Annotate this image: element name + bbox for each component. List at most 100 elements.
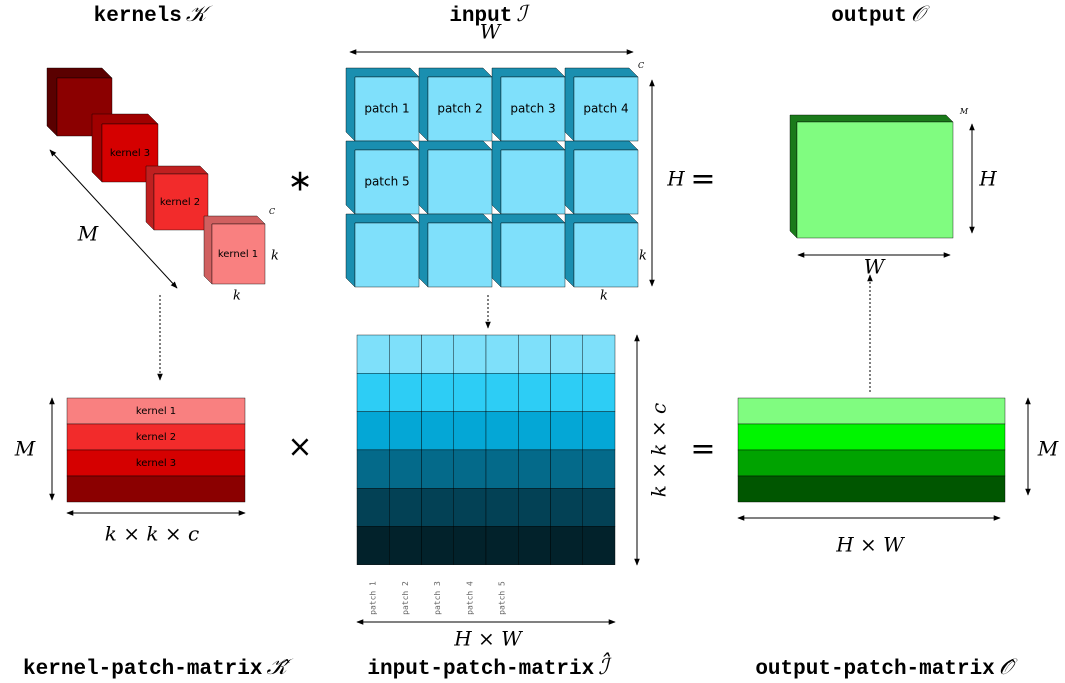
matrix-row [66,449,246,477]
height-label: H [978,167,997,191]
height-label: k × k × c [647,403,671,497]
title-symbol: 𝒦 [186,2,213,27]
matrix-cell [421,411,454,451]
column-label: patch 5 [498,581,507,615]
equals-operator: = [690,162,715,197]
matrix-cell [582,373,616,412]
matrix-cell [453,488,487,527]
matrix-cell [518,373,551,412]
cube-front [427,149,493,215]
title-symbol: 𝒦̂ [267,655,294,680]
title-text: input-patch-matrix [367,658,594,681]
equals-operator: = [690,432,715,467]
matrix-cell [485,449,519,489]
cube-front [500,149,566,215]
title-text: input [449,5,512,28]
column-label: patch 4 [465,581,474,615]
width-label: H × W [835,533,905,557]
title-text: output-patch-matrix [755,658,995,681]
matrix-cell [356,449,390,489]
kernel-matrix-title: kernel-patch-matrix 𝒦̂ [23,655,293,681]
matrix-cell [389,334,422,374]
matrix-cell [582,449,616,489]
matrix-row [66,423,246,451]
shapes [46,67,1006,565]
matrix-cell [518,488,551,527]
matrix-cell [356,334,390,374]
matrix-cell [389,526,422,565]
matrix-cell [421,488,454,527]
kernels-title: kernels 𝒦 [94,2,213,28]
matrix-cell [582,411,616,451]
height-label: M [1037,437,1059,461]
matrix-cell [453,373,487,412]
k-label: k [639,249,647,264]
matrix-cell [518,449,551,489]
kernel-label: kernel 2 [160,197,200,208]
title-text: output [831,5,907,28]
matrix-row [737,397,1006,425]
matrix-row [66,397,246,425]
column-label: patch 2 [401,581,410,615]
depth-arrow [49,149,178,289]
k-label: k [271,249,279,264]
patch-label: patch 3 [510,102,555,116]
row-label: kernel 2 [136,432,176,443]
depth-label: M [77,222,99,246]
cube-front [354,149,420,215]
matrix-cell [485,334,519,374]
matrix-cell [421,334,454,374]
matrix-cell [485,526,519,565]
matrix-cell [453,526,487,565]
matrix-cell [421,373,454,412]
patch-label: patch 1 [364,102,409,116]
matrix-cell [582,488,616,527]
conv-operator: ∗ [287,164,312,199]
matrix-cell [356,488,390,527]
title-symbol: ℐ [516,2,530,27]
channel-label: C [269,207,275,216]
height-label: H [666,167,685,191]
patch-label: patch 2 [437,102,482,116]
matrix-cell [453,411,487,451]
patch-label: patch 4 [583,102,628,116]
matrix-cell [550,373,583,412]
patch-label: patch 5 [364,175,409,189]
cube-front [354,222,420,288]
cube-front [427,222,493,288]
cube-front [211,223,266,285]
matrix-row [66,475,246,503]
matrix-cell [550,411,583,451]
width-label: W [480,20,502,44]
matrix-cell [389,488,422,527]
width-label: k × k × c [105,522,199,546]
k-label: k [233,289,241,304]
times-operator: × [287,430,312,465]
output-matrix-title: output-patch-matrix 𝒪̂ [755,655,1017,681]
matrix-cell [356,411,390,451]
width-label: H × W [453,627,523,651]
matrix-cell [550,526,583,565]
matrix-cell [518,526,551,565]
matrix-cell [485,411,519,451]
cube-front [500,222,566,288]
matrix-cell [582,526,616,565]
matrix-row [737,449,1006,477]
matrix-cell [389,373,422,412]
input-matrix-title: input-patch-matrix ℐ̂ [367,652,612,681]
kernel-label: kernel 1 [218,249,258,260]
cube-front [500,76,566,142]
matrix-cell [550,334,583,374]
row-label: kernel 1 [136,406,176,417]
title-symbol: 𝒪 [911,2,930,27]
title-symbol: 𝒪̂ [999,655,1018,680]
matrix-cell [356,526,390,565]
column-label: patch 3 [433,581,442,615]
matrix-cell [453,449,487,489]
title-symbol: ℐ̂ [598,652,612,680]
matrix-cell [485,373,519,412]
cube-front [573,222,639,288]
matrix-cell [356,373,390,412]
output-title: output 𝒪 [831,2,930,28]
